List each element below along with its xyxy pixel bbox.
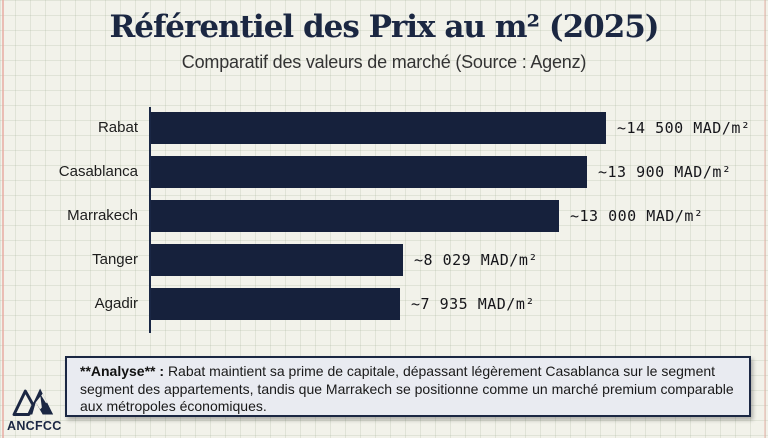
paper-margin-line-left: [2, 0, 4, 438]
bar: [151, 112, 606, 144]
value-label: ~14 500 MAD/m²: [617, 119, 751, 137]
analysis-label: **Analyse** :: [80, 363, 165, 379]
bar: [151, 244, 403, 276]
category-label: Marrakech: [67, 207, 138, 224]
paper-margin-line-right: [764, 0, 766, 438]
value-label: ~13 900 MAD/m²: [598, 163, 732, 181]
bar-row-marrakech: Marrakech ~13 000 MAD/m²: [67, 200, 704, 232]
value-label: ~7 935 MAD/m²: [411, 295, 535, 313]
bar-row-agadir: Agadir ~7 935 MAD/m²: [95, 288, 535, 320]
analysis-text: Rabat maintient sa prime de capitale, dé…: [80, 363, 734, 414]
page-title: Référentiel des Prix au m² (2025): [109, 9, 659, 45]
bar: [151, 156, 587, 188]
category-label: Casablanca: [58, 163, 138, 180]
value-label: ~8 029 MAD/m²: [414, 251, 538, 269]
category-label: Tanger: [92, 251, 138, 268]
page-subtitle: Comparatif des valeurs de marché (Source…: [181, 52, 587, 72]
category-label: Rabat: [97, 119, 138, 136]
value-label: ~13 000 MAD/m²: [570, 207, 704, 225]
ancfcc-logo-mark: [12, 388, 54, 417]
bar: [151, 200, 559, 232]
bar-row-casablanca: Casablanca ~13 900 MAD/m²: [59, 156, 732, 188]
analysis-callout: **Analyse** : Rabat maintient sa prime d…: [65, 356, 751, 417]
bar-chart: Rabat ~14 500 MAD/m² Casablanca ~13 900 MAD…: [59, 107, 751, 333]
ancfcc-logo: ANCFCC: [7, 385, 61, 433]
bar-row-rabat: Rabat ~14 500 MAD/m²: [98, 112, 751, 144]
bar: [151, 288, 400, 320]
bar-row-tanger: Tanger ~8 029 MAD/m²: [92, 244, 538, 276]
ancfcc-logo-text: ANCFCC: [7, 419, 62, 433]
category-label: Agadir: [94, 295, 138, 312]
